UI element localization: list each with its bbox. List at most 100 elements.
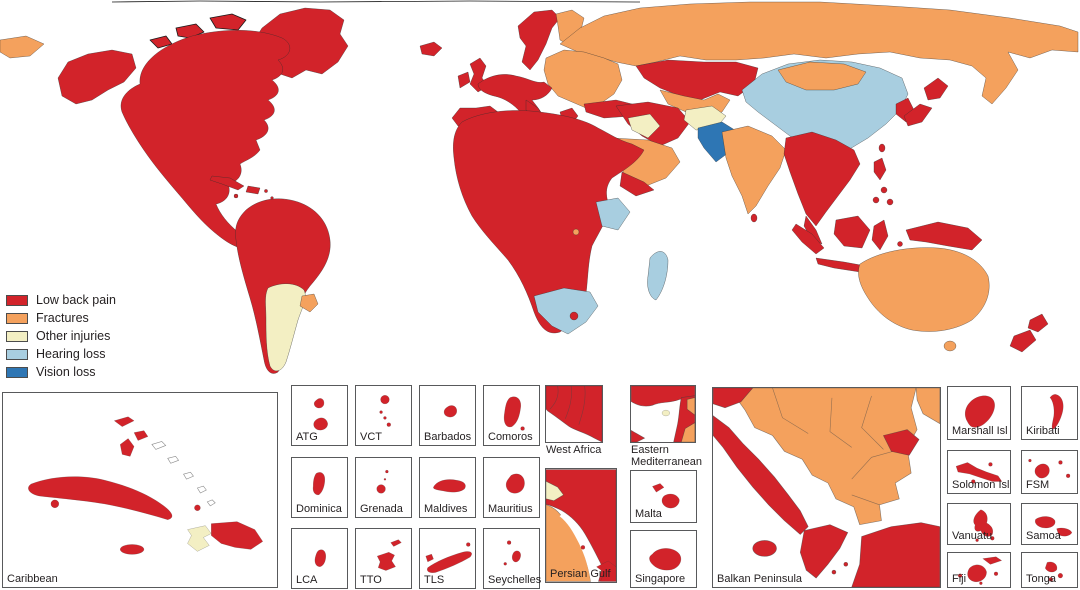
inset-gulf-iraq	[546, 480, 564, 502]
legend-item-vision-loss: Vision loss	[6, 365, 116, 379]
region-madagascar	[647, 251, 669, 301]
inset-label-lca: LCA	[296, 574, 318, 586]
inset-label-marshall: Marshall Isl	[952, 425, 1008, 437]
inset-tto: TTO	[355, 528, 412, 589]
inset-malta-islands	[652, 483, 680, 509]
region-hispaniola	[245, 185, 261, 195]
legend-swatch-vision-loss	[6, 366, 28, 378]
inset-samoa-islands	[1035, 516, 1073, 537]
inset-label-balkan: Balkan Peninsula	[717, 573, 803, 585]
inset-balkan-ukraine-corner	[915, 388, 940, 425]
inset-singapore-island	[649, 548, 682, 571]
inset-vct: VCT	[355, 385, 412, 446]
legend-item-low-back-pain: Low back pain	[6, 293, 116, 307]
region-caribbean-small-islands	[233, 189, 274, 200]
region-indochina	[783, 131, 861, 227]
region-mongolia	[777, 61, 867, 91]
inset-singapore: Singapore	[630, 530, 697, 588]
map-top-border	[111, 0, 641, 3]
inset-mauritius: Mauritius	[483, 457, 540, 518]
region-kenya	[595, 197, 631, 231]
inset-seychelles-islands	[503, 540, 521, 566]
inset-barbados: Barbados	[419, 385, 476, 446]
region-africa	[453, 110, 645, 334]
inset-vct-islands	[379, 395, 391, 427]
inset-solomon-islands	[955, 462, 1003, 484]
inset-label-persian-gulf: Persian Gulf	[550, 568, 611, 580]
inset-marshall: Marshall Isl	[947, 386, 1011, 440]
region-china	[741, 59, 909, 153]
region-chukotka	[0, 35, 45, 59]
inset-marshall-islands	[964, 395, 995, 428]
legend-label-other-injuries: Other injuries	[36, 328, 111, 343]
legend-label-fractures: Fractures	[36, 310, 89, 325]
inset-cyprus	[661, 409, 670, 417]
inset-grenada-islands	[376, 469, 389, 494]
inset-maldives: Maldives	[419, 457, 476, 518]
inset-fiji-islands	[958, 556, 1003, 585]
inset-maldives-islands	[433, 479, 466, 493]
inset-label-singapore: Singapore	[635, 573, 686, 585]
inset-gulf-water	[559, 512, 599, 582]
inset-lca-islands	[314, 549, 326, 567]
inset-seychelles: Seychelles	[483, 528, 542, 589]
inset-haiti	[187, 525, 212, 552]
legend-item-fractures: Fractures	[6, 311, 116, 325]
region-russia	[559, 1, 1079, 105]
region-yemen	[619, 171, 655, 197]
inset-gulf-iran	[546, 469, 616, 582]
inset-atg-islands	[313, 398, 328, 431]
legend: Low back pain Fractures Other injuries H…	[6, 293, 116, 379]
inset-label-fiji: Fiji	[952, 573, 967, 585]
inset-label-dominica: Dominica	[296, 503, 342, 515]
inset-dominica: Dominica	[291, 457, 348, 518]
inset-label-tls: TLS	[424, 574, 445, 586]
inset-label-caribbean: Caribbean	[7, 573, 58, 585]
region-iraq	[627, 113, 661, 139]
inset-label-comoros: Comoros	[488, 431, 533, 443]
inset-vanuatu-islands	[973, 509, 995, 542]
inset-balkan-red-countries	[713, 388, 940, 587]
legend-label-hearing-loss: Hearing loss	[36, 346, 106, 361]
inset-fsm-islands	[1028, 458, 1071, 479]
inset-grenada: Grenada	[355, 457, 412, 518]
inset-label-maldives: Maldives	[424, 503, 468, 515]
region-iceland	[419, 41, 443, 57]
region-japan	[903, 77, 949, 127]
inset-label-atg: ATG	[296, 431, 318, 443]
inset-tto-islands	[376, 539, 402, 571]
inset-emed-east-orange	[681, 397, 695, 442]
inset-label-barbados: Barbados	[424, 431, 472, 443]
region-australia	[858, 247, 990, 332]
region-lesotho	[569, 311, 579, 321]
inset-caribbean-islands	[28, 416, 264, 555]
region-burundi	[572, 228, 580, 236]
inset-tls-islands	[425, 542, 472, 573]
inset-label-vanuatu: Vanuatu	[952, 530, 993, 542]
inset-label-samoa: Samoa	[1026, 530, 1061, 542]
inset-label-vct: VCT	[360, 431, 382, 443]
inset-kiribati-islands	[1049, 394, 1064, 430]
legend-swatch-fractures	[6, 312, 28, 324]
region-north-america	[120, 30, 290, 249]
inset-tonga-islands	[1045, 561, 1063, 582]
inset-label-seychelles: Seychelles	[488, 574, 542, 586]
legend-label-low-back-pain: Low back pain	[36, 292, 116, 307]
inset-fiji: Fiji	[947, 552, 1011, 588]
inset-label-tto: TTO	[360, 574, 382, 586]
inset-west-africa-land	[546, 386, 602, 442]
inset-dominica-islands	[312, 472, 326, 496]
region-sri-lanka	[750, 213, 758, 223]
region-ireland	[457, 71, 471, 89]
legend-swatch-hearing-loss	[6, 348, 28, 360]
world-map	[0, 0, 1079, 374]
inset-tls: TLS	[419, 528, 476, 589]
inset-balkan: Balkan Peninsula	[712, 387, 941, 588]
region-new-zealand	[1009, 313, 1049, 353]
legend-swatch-low-back-pain	[6, 294, 28, 306]
inset-solomon: Solomon Isl	[947, 450, 1011, 494]
inset-label-malta: Malta	[635, 508, 662, 520]
region-south-africa	[533, 287, 599, 335]
inset-balkan-orange-core	[728, 388, 918, 525]
